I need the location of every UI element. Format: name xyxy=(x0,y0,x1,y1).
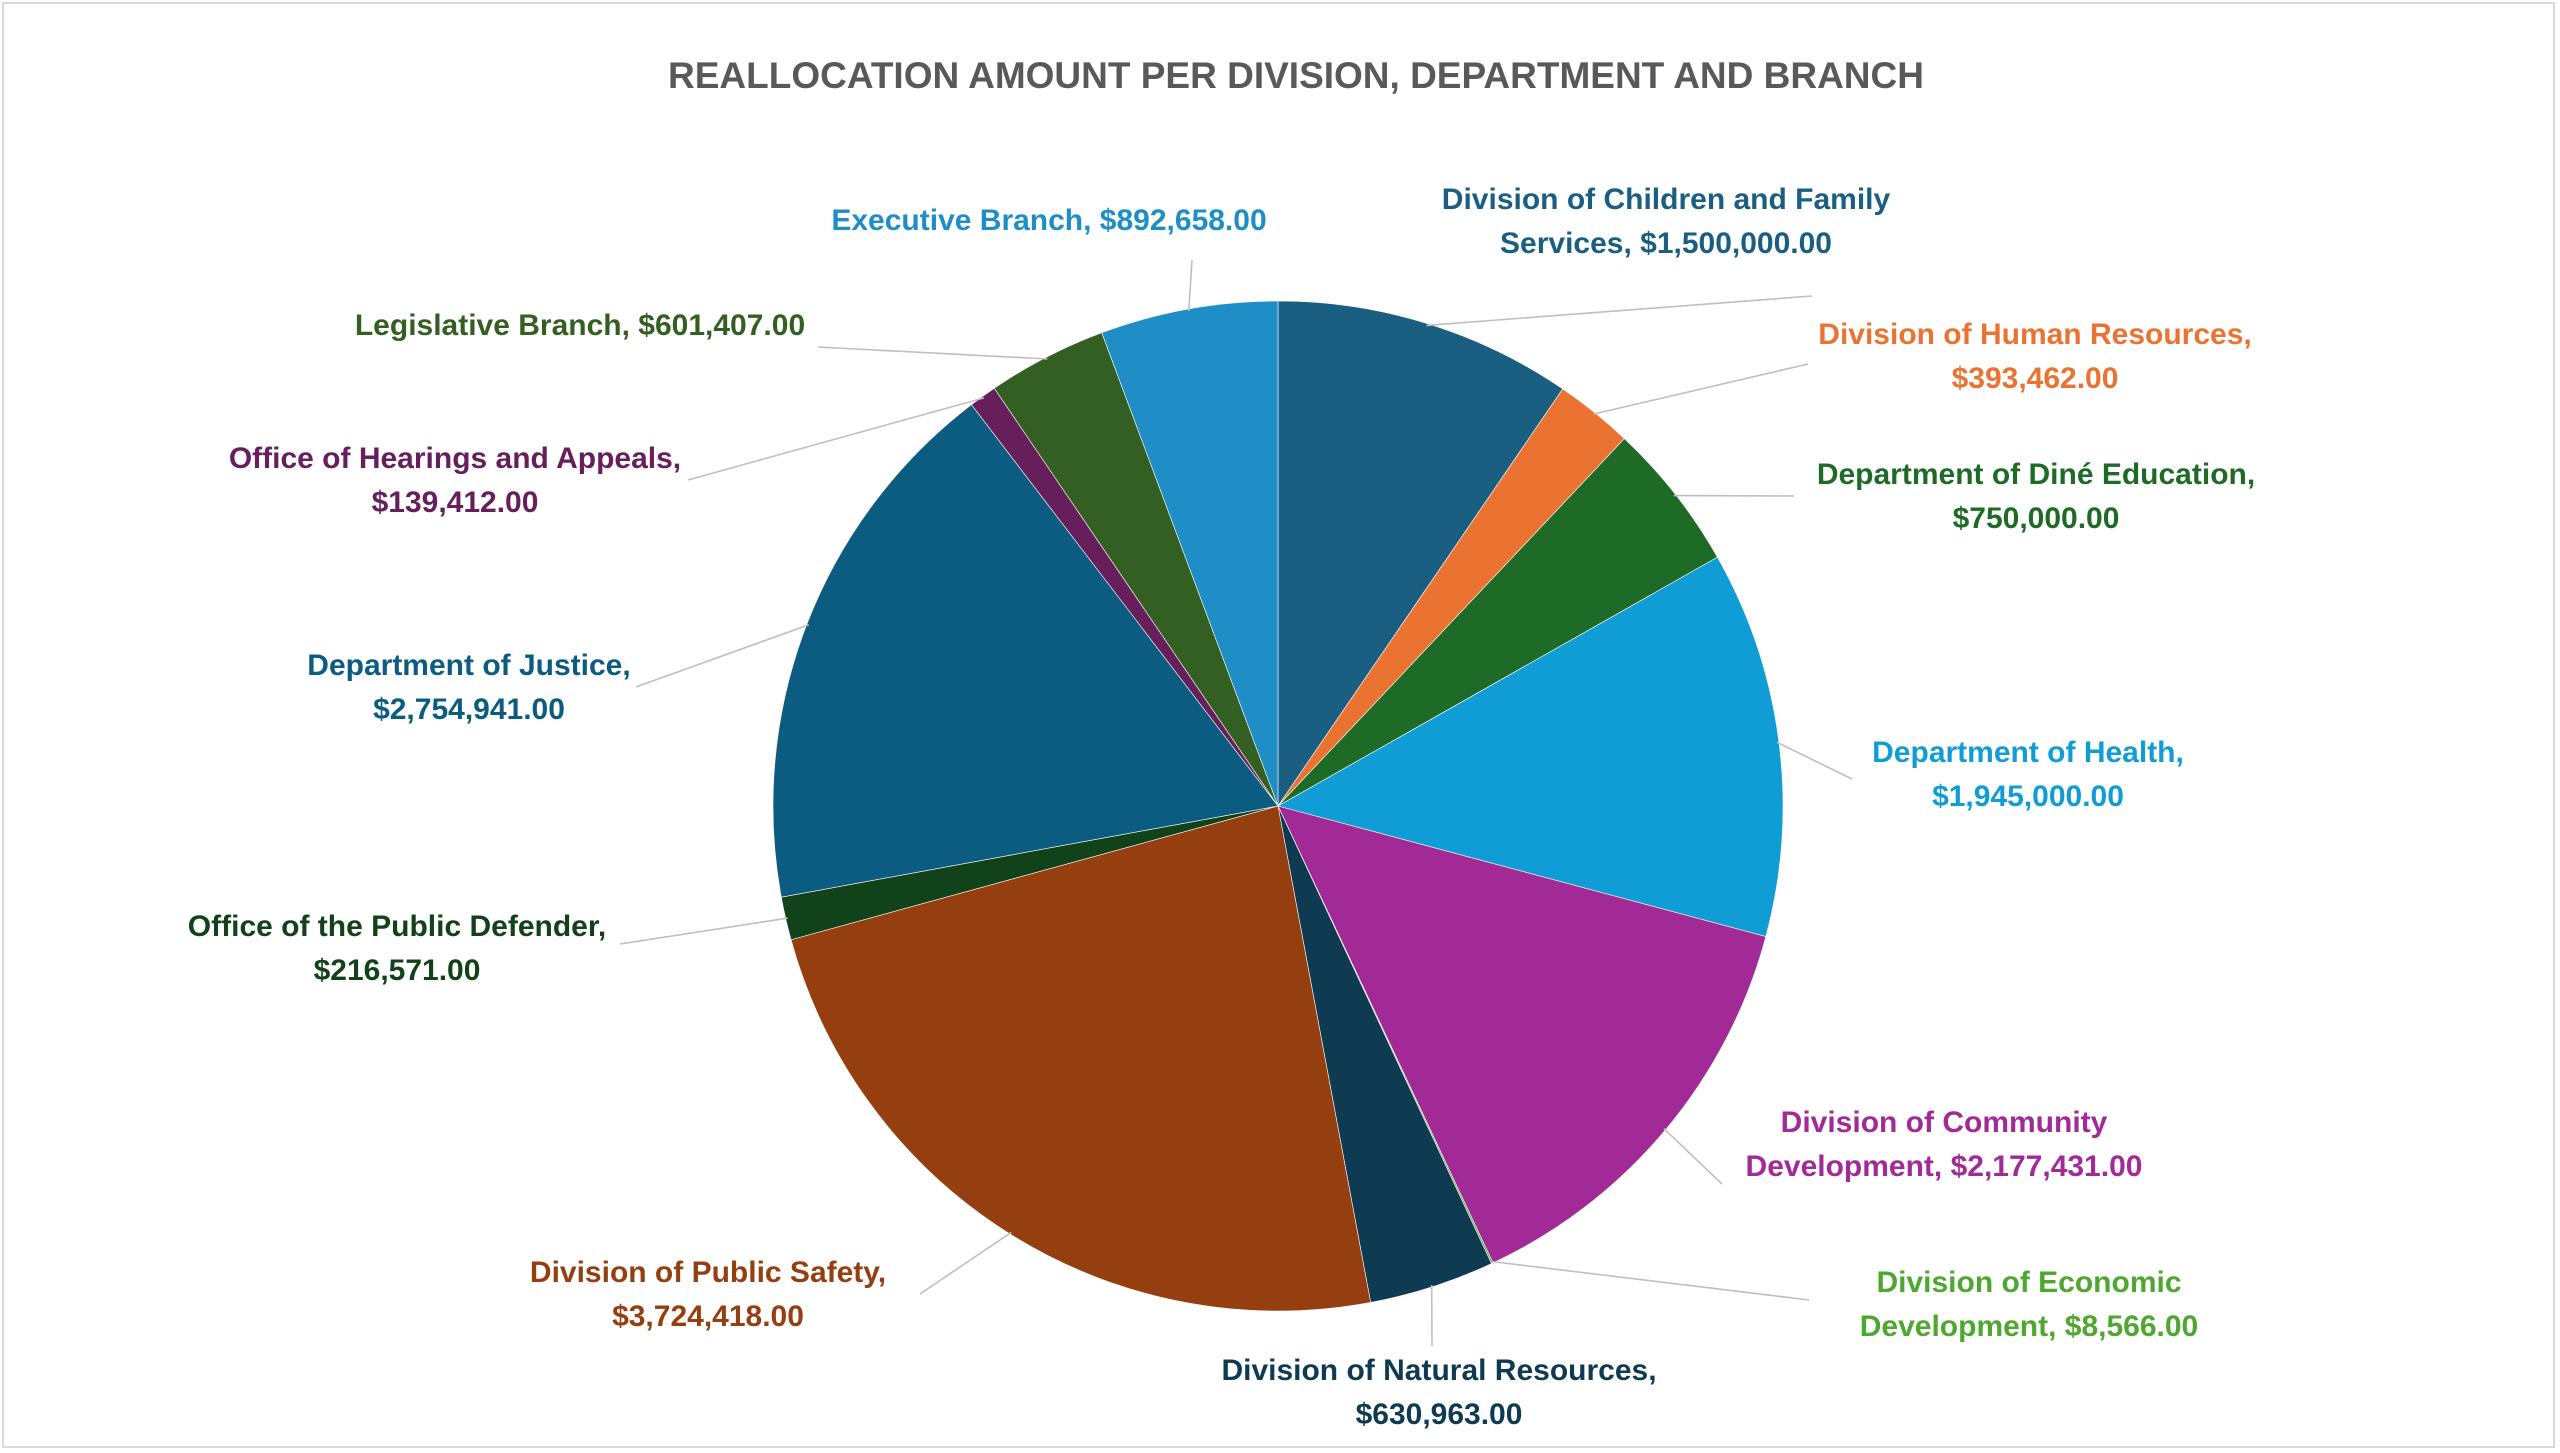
leader-line xyxy=(919,1231,1012,1295)
data-label: Division of Children and Family Services,… xyxy=(1442,183,1891,260)
pie-slices xyxy=(772,300,1784,1312)
pie-slice-division-of-children-and-family-services xyxy=(1277,300,1564,807)
data-label: Department of Justice, $2,754,941.00 xyxy=(307,649,630,726)
pie-slice-department-of-justice xyxy=(772,404,1279,898)
data-label: Division of Public Safety, $3,724,418.00 xyxy=(530,1256,886,1333)
data-label: Division of Economic Development, $8,566.… xyxy=(1860,1266,2199,1343)
leader-line xyxy=(619,917,788,945)
chart-title: REALLOCATION AMOUNT PER DIVISION, DEPART… xyxy=(668,55,1924,96)
data-label: Department of Health, $1,945,000.00 xyxy=(1872,736,2184,813)
data-label: Division of Human Resources, $393,462.00 xyxy=(1818,318,2251,395)
data-label: Legislative Branch, $601,407.00 xyxy=(355,309,805,342)
leader-line xyxy=(1593,363,1809,415)
data-labels: Division of Children and Family Services,… xyxy=(188,183,2255,1431)
pie-slice-department-of-health xyxy=(1277,556,1784,937)
leader-line xyxy=(687,397,985,481)
data-label: Office of the Public Defender, $216,571.0… xyxy=(188,910,606,987)
pie-slice-department-of-din-education xyxy=(1277,438,1718,807)
leader-line xyxy=(1491,1260,1810,1301)
data-label: Office of Hearings and Appeals, $139,412.… xyxy=(229,442,681,519)
pie-chart: REALLOCATION AMOUNT PER DIVISION, DEPART… xyxy=(188,55,2255,1431)
data-label: Executive Branch, $892,658.00 xyxy=(831,204,1266,237)
data-label: Division of Natural Resources, $630,963.0… xyxy=(1221,1354,1656,1431)
leader-line xyxy=(817,346,1048,360)
data-label: Division of Community Development, $2,177… xyxy=(1746,1106,2143,1183)
leader-line xyxy=(635,624,810,688)
leader-line xyxy=(1426,295,1813,327)
leader-line xyxy=(1663,1128,1723,1185)
leader-line xyxy=(1188,259,1193,312)
leader-lines xyxy=(619,259,1853,1347)
leader-line xyxy=(1776,741,1853,780)
data-label: Department of Diné Education, $750,000.00 xyxy=(1817,458,2255,535)
